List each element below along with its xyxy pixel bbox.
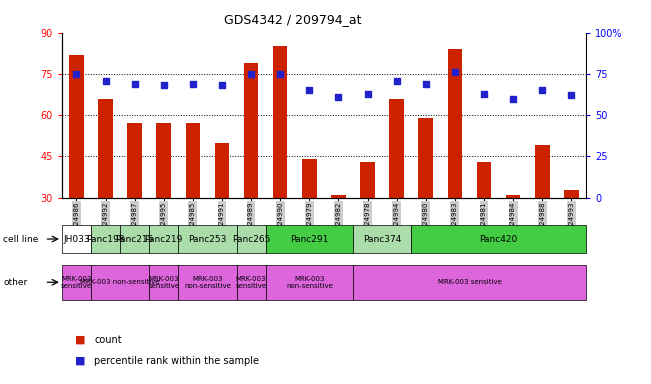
Text: count: count [94,335,122,345]
Bar [389,99,404,198]
Text: MRK-003 non-sensitive: MRK-003 non-sensitive [80,279,160,285]
Point [71,71,81,77]
Bar [266,265,353,300]
Bar [506,195,520,198]
Text: Panc420: Panc420 [479,235,518,243]
Point [275,71,285,77]
Bar [236,265,266,300]
Point [537,88,547,94]
Text: MRK-003
sensitive: MRK-003 sensitive [148,276,179,289]
Bar [273,46,288,198]
Text: Panc198: Panc198 [87,235,125,243]
Text: Panc374: Panc374 [363,235,401,243]
Text: MRK-003
non-sensitive: MRK-003 non-sensitive [286,276,333,289]
Text: percentile rank within the sample: percentile rank within the sample [94,356,259,366]
Text: other: other [3,278,27,287]
Text: MRK-003
sensitive: MRK-003 sensitive [61,276,92,289]
Bar [266,225,353,253]
Bar [149,225,178,253]
Bar [360,162,375,198]
Point [130,81,140,87]
Point [217,83,227,89]
Bar [178,265,236,300]
Text: ■: ■ [75,356,85,366]
Point [566,92,577,98]
Bar [331,195,346,198]
Point [159,83,169,89]
Point [421,81,431,87]
Point [363,91,373,97]
Text: Panc219: Panc219 [145,235,183,243]
Bar [564,190,579,198]
Bar [62,225,91,253]
Bar [149,265,178,300]
Bar [62,265,91,300]
Bar [120,225,149,253]
Bar [91,225,120,253]
Bar [156,124,171,198]
Bar [236,225,266,253]
Bar [244,63,258,198]
Bar [419,118,433,198]
Point [450,69,460,75]
Text: Panc291: Panc291 [290,235,329,243]
Bar [411,225,586,253]
Bar [128,124,142,198]
Text: cell line: cell line [3,235,38,243]
Bar [448,49,462,198]
Bar [178,225,236,253]
Bar [477,162,492,198]
Point [304,88,314,94]
Bar [302,159,316,198]
Text: Panc253: Panc253 [188,235,227,243]
Point [391,78,402,84]
Bar [98,99,113,198]
Text: ■: ■ [75,335,85,345]
Text: MRK-003 sensitive: MRK-003 sensitive [437,279,501,285]
Point [246,71,256,77]
Point [508,96,518,102]
Text: Panc215: Panc215 [115,235,154,243]
Text: MRK-003
non-sensitive: MRK-003 non-sensitive [184,276,231,289]
Point [100,78,111,84]
Text: JH033: JH033 [63,235,90,243]
Bar [215,143,229,198]
Bar [535,146,549,198]
Text: GDS4342 / 209794_at: GDS4342 / 209794_at [224,13,362,26]
Text: MRK-003
sensitive: MRK-003 sensitive [236,276,267,289]
Bar [91,265,149,300]
Point [187,81,198,87]
Point [478,91,489,97]
Text: Panc265: Panc265 [232,235,270,243]
Bar [353,225,411,253]
Bar [69,55,84,198]
Point [333,94,344,100]
Bar [353,265,586,300]
Bar [186,124,200,198]
